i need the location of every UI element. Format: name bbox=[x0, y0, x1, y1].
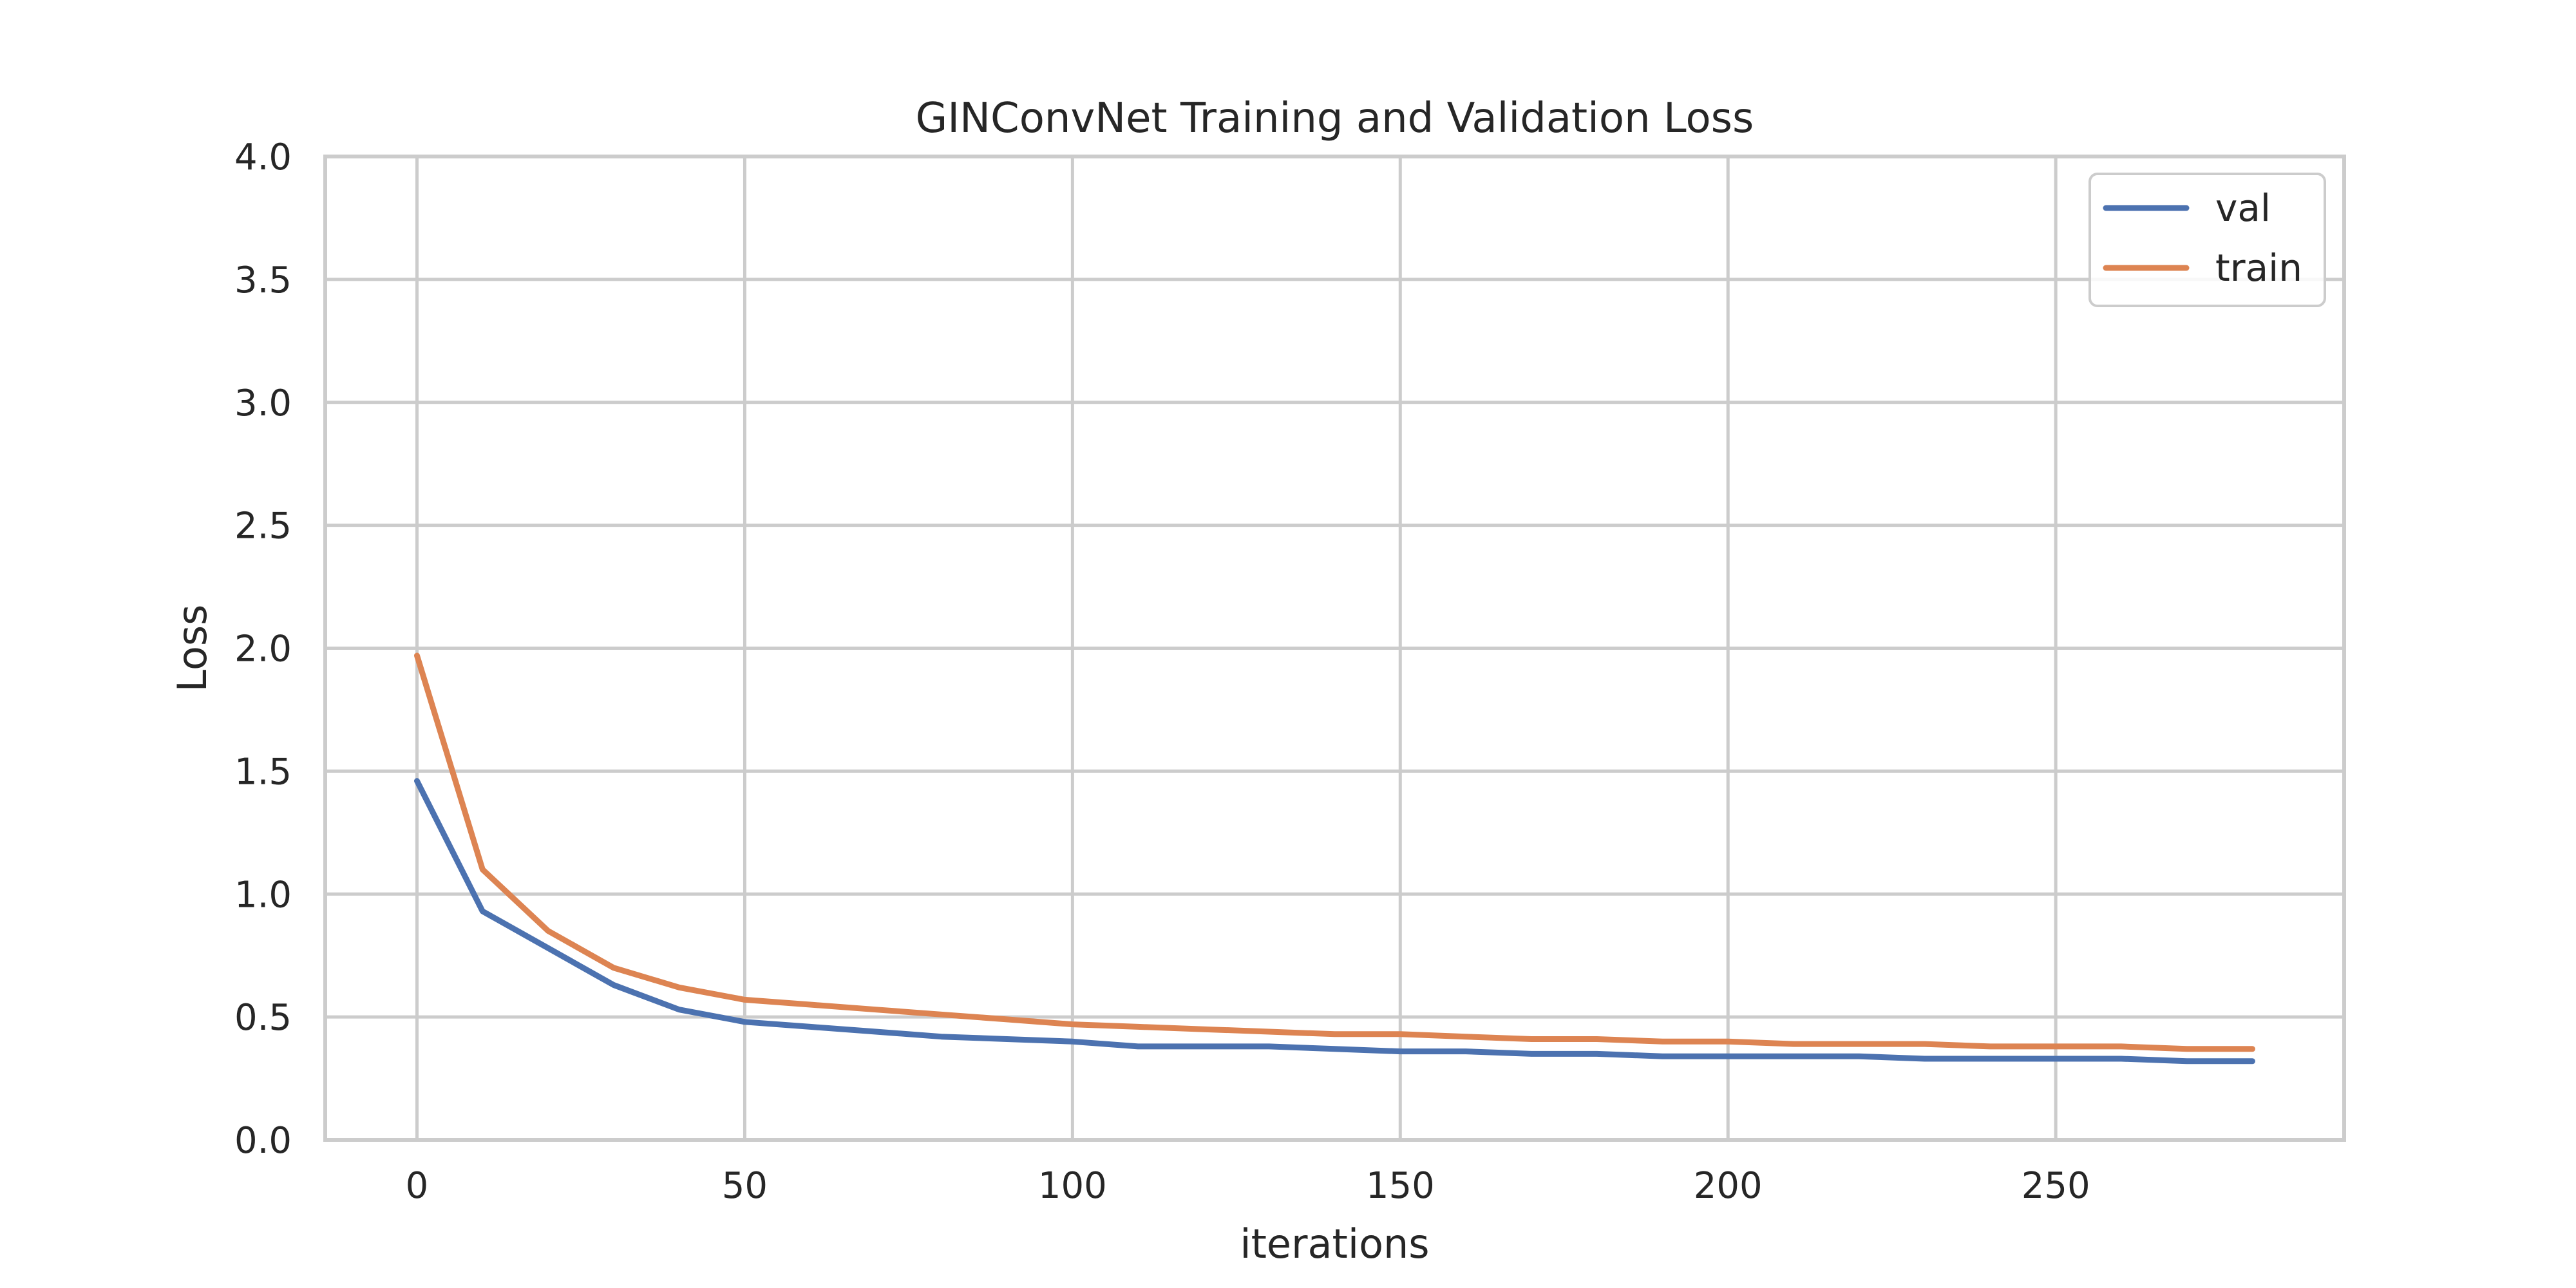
grid-layer bbox=[325, 155, 2344, 1142]
y-tick-label: 1.0 bbox=[234, 874, 292, 916]
x-tick-label: 200 bbox=[1694, 1165, 1763, 1207]
x-axis-label: iterations bbox=[1240, 1220, 1429, 1267]
x-tick-label: 100 bbox=[1038, 1165, 1107, 1207]
y-tick-label: 4.0 bbox=[234, 137, 292, 178]
y-tick-label: 2.5 bbox=[234, 506, 292, 547]
legend-label-train: train bbox=[2215, 246, 2302, 290]
legend-label-val: val bbox=[2215, 186, 2271, 230]
y-tick-label: 0.5 bbox=[234, 997, 292, 1039]
plot-frame bbox=[323, 155, 2346, 1142]
series-layer bbox=[414, 652, 2255, 1065]
x-tick-label: 50 bbox=[722, 1165, 768, 1207]
tick-layer: 0 50 100 150 200 250 0.0 0.5 1.0 1.5 2.0 2.5 3.0 3.5 4… bbox=[234, 137, 2090, 1207]
y-tick-label: 3.5 bbox=[234, 260, 292, 301]
x-tick-label: 0 bbox=[406, 1165, 429, 1207]
y-tick-label: 2.0 bbox=[234, 629, 292, 670]
y-tick-label: 1.5 bbox=[234, 751, 292, 793]
chart-title: GINConvNet Training and Validation Loss bbox=[916, 95, 1754, 142]
legend: val train bbox=[2088, 173, 2326, 307]
y-tick-label: 3.0 bbox=[234, 383, 292, 424]
series-line-train bbox=[414, 652, 2255, 1052]
y-tick-label: 0.0 bbox=[234, 1120, 292, 1162]
x-tick-label: 250 bbox=[2022, 1165, 2090, 1207]
y-axis-label: Loss bbox=[169, 605, 216, 692]
series-line-val bbox=[414, 778, 2255, 1065]
x-tick-label: 150 bbox=[1366, 1165, 1435, 1207]
